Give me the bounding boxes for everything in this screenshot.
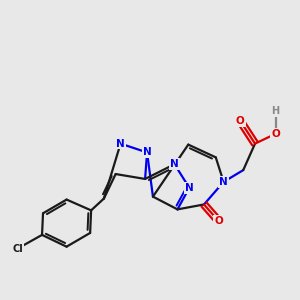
Text: N: N — [219, 177, 228, 187]
Text: N: N — [185, 183, 194, 193]
Text: O: O — [214, 216, 223, 226]
Text: Cl: Cl — [12, 244, 23, 254]
Text: O: O — [236, 116, 245, 126]
Text: O: O — [271, 129, 280, 139]
Text: N: N — [143, 148, 152, 158]
Text: N: N — [116, 139, 125, 148]
Text: H: H — [272, 106, 280, 116]
Text: N: N — [170, 159, 179, 169]
